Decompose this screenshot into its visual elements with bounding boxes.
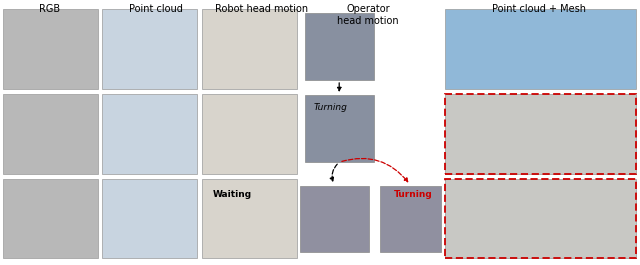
Bar	[445, 94, 636, 174]
Bar	[445, 179, 636, 258]
Bar	[3, 9, 98, 89]
Bar	[305, 13, 374, 80]
Text: Operator
head motion: Operator head motion	[337, 4, 399, 26]
Text: RGB: RGB	[39, 4, 61, 14]
Text: Turning: Turning	[394, 190, 433, 199]
Bar	[445, 179, 636, 258]
Bar	[445, 94, 636, 174]
Bar	[300, 186, 369, 252]
Text: Waiting: Waiting	[213, 190, 252, 199]
Text: Point cloud: Point cloud	[129, 4, 182, 14]
Text: Turning: Turning	[314, 103, 348, 112]
Text: Point cloud + Mesh: Point cloud + Mesh	[492, 4, 586, 14]
Bar	[445, 9, 636, 89]
Bar	[380, 186, 441, 252]
Bar	[202, 94, 297, 174]
Bar	[3, 94, 98, 174]
Bar	[202, 9, 297, 89]
Bar	[3, 179, 98, 258]
Bar	[102, 9, 197, 89]
FancyArrowPatch shape	[342, 158, 408, 182]
FancyArrowPatch shape	[330, 164, 337, 181]
Bar	[202, 179, 297, 258]
Bar	[305, 95, 374, 162]
Bar	[102, 179, 197, 258]
Text: Robot head motion: Robot head motion	[214, 4, 308, 14]
Bar	[102, 94, 197, 174]
